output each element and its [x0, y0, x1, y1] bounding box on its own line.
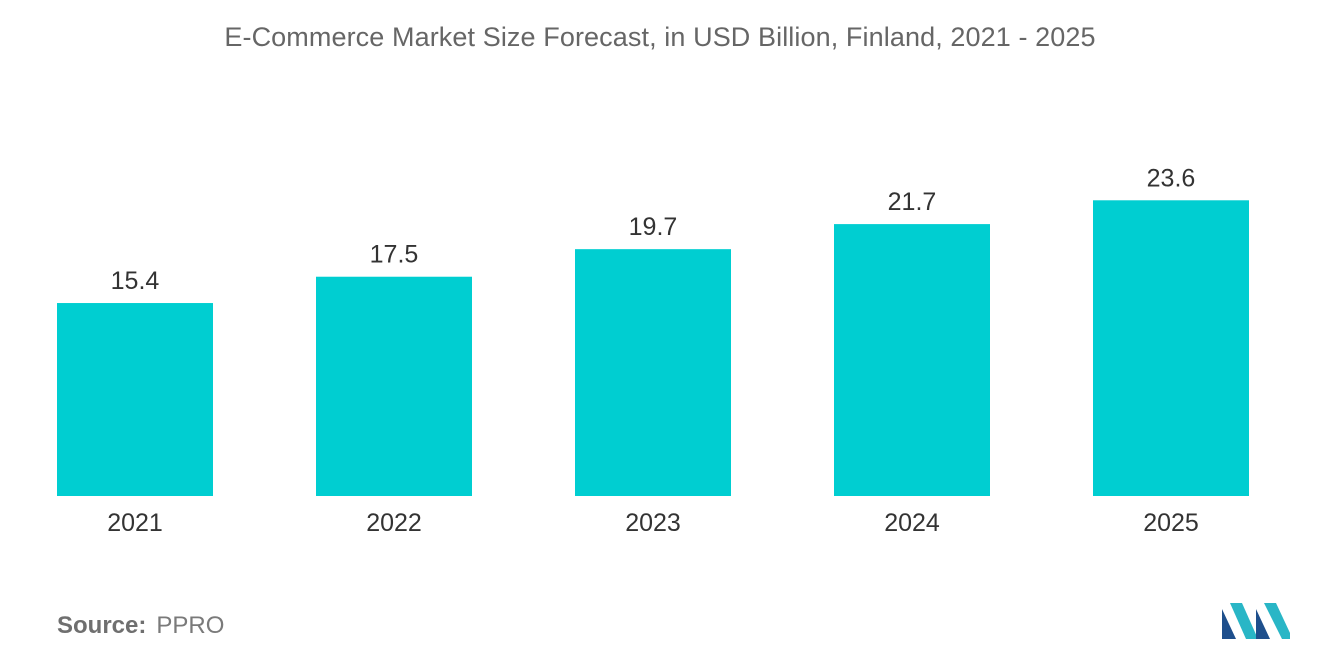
- source-label: Source:: [57, 612, 147, 639]
- value-labels-layer: 15.4 17.5 19.7 21.7 23.6: [111, 164, 1196, 295]
- x-tick-label-2022: 2022: [366, 509, 422, 537]
- logo-shape-mid-2: [1256, 609, 1270, 639]
- bar-2025: [1093, 200, 1249, 497]
- value-label-2024: 21.7: [888, 188, 937, 216]
- logo-shape-left: [1222, 609, 1236, 639]
- source-note: Source: PPRO: [57, 612, 224, 640]
- value-label-2023: 19.7: [629, 213, 678, 241]
- x-tick-label-2023: 2023: [625, 509, 681, 537]
- x-tick-labels-layer: 2021 2022 2023 2024 2025: [107, 509, 1199, 537]
- x-tick-label-2025: 2025: [1143, 509, 1199, 537]
- logo-shape-mid-1: [1230, 603, 1258, 639]
- bar-2024: [834, 224, 990, 496]
- logo-shape-right: [1264, 603, 1290, 639]
- x-tick-label-2024: 2024: [884, 509, 940, 537]
- mordor-intelligence-logo: [1222, 603, 1290, 639]
- bars-layer: [57, 200, 1249, 497]
- bar-2022: [316, 276, 472, 496]
- bar-2021: [57, 303, 213, 496]
- x-tick-label-2021: 2021: [107, 509, 163, 537]
- value-label-2025: 23.6: [1147, 164, 1196, 192]
- chart-title: E-Commerce Market Size Forecast, in USD …: [224, 22, 1096, 52]
- value-label-2021: 15.4: [111, 267, 160, 295]
- value-label-2022: 17.5: [370, 241, 419, 269]
- source-value: PPRO: [156, 612, 225, 639]
- bar-2023: [575, 249, 731, 496]
